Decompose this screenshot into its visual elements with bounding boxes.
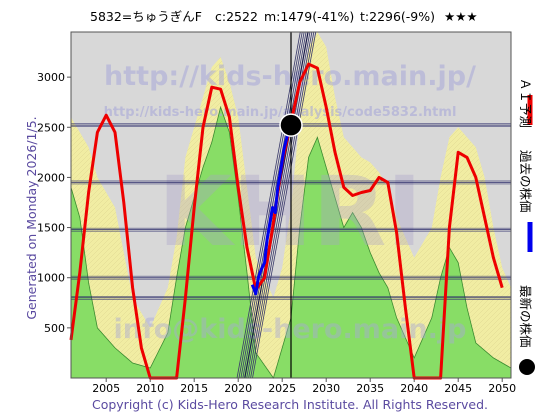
green-band-area: [71, 107, 511, 378]
green-band-edge: [70, 105, 512, 379]
generated-date-label: Generated on Monday 2026/1/5.: [24, 116, 39, 319]
y-tick-label-2: 1500: [37, 222, 65, 235]
footer-copyright: Copyright (c) Kids-Hero Research Institu…: [92, 397, 488, 412]
trend-line-6: [248, 31, 313, 379]
header-rating: ★★★: [444, 9, 478, 24]
y-tick-label-5: 3000: [37, 71, 65, 84]
x-tick-label-9: 2050: [488, 382, 516, 395]
x-tick-label-5: 2030: [312, 382, 340, 395]
header-target-price: t:2296(-9%): [360, 9, 435, 24]
header-code-name: 5832=ちゅうぎんF: [90, 9, 202, 24]
legend-past-label: 過去の株価: [518, 150, 533, 213]
x-tick-label-7: 2040: [400, 382, 428, 395]
x-tick-label-2: 2015: [180, 382, 208, 395]
x-tick-label-1: 2010: [136, 382, 164, 395]
latest-price-marker: [279, 113, 303, 137]
watermark-email: info@kids-hero.main.jp: [114, 314, 467, 345]
legend: ＡＩ予測 過去の株価 最新の株価: [518, 78, 535, 375]
x-tick-label-0: 2005: [92, 382, 120, 395]
legend-latest-label: 最新の株価: [518, 285, 533, 348]
x-tick-label-3: 2020: [224, 382, 252, 395]
legend-latest-swatch: [519, 359, 535, 375]
trend-line-2: [240, 31, 305, 379]
header-predicted-mean: m:1479(-41%): [264, 9, 354, 24]
x-tick-label-6: 2035: [356, 382, 384, 395]
x-axis-ticks: 2005 2010 2015 2020 2025 2030 2035 2040 2045 2050: [92, 382, 516, 395]
y-tick-label-1: 1000: [37, 272, 65, 285]
y-tick-label-4: 2500: [37, 121, 65, 134]
past-price-line: [250, 124, 293, 296]
x-tick-label-8: 2045: [444, 382, 472, 395]
trend-line-1: [238, 31, 303, 379]
trend-line-0: [236, 31, 301, 379]
watermark-url-sub: http://kids-hero.main.jp/analysis/code58…: [104, 105, 457, 120]
plot-border: [70, 31, 512, 379]
y-tick-label-0: 500: [44, 322, 65, 335]
trend-line-8: [252, 31, 317, 379]
plot-area: http://kids-hero.main.jp/ http://kids-he…: [67, 31, 512, 382]
trend-line-7: [250, 31, 315, 379]
legend-forecast-label: ＡＩ予測: [518, 78, 533, 128]
y-tick-label-3: 2000: [37, 171, 65, 184]
x-tick-label-4: 2025: [268, 382, 296, 395]
y-axis-ticks: 500 1000 1500 2000 2500 3000: [37, 71, 65, 335]
grid-lines: [67, 76, 503, 382]
header-current-price: c:2522: [215, 9, 258, 24]
trend-line-3: [242, 31, 307, 379]
